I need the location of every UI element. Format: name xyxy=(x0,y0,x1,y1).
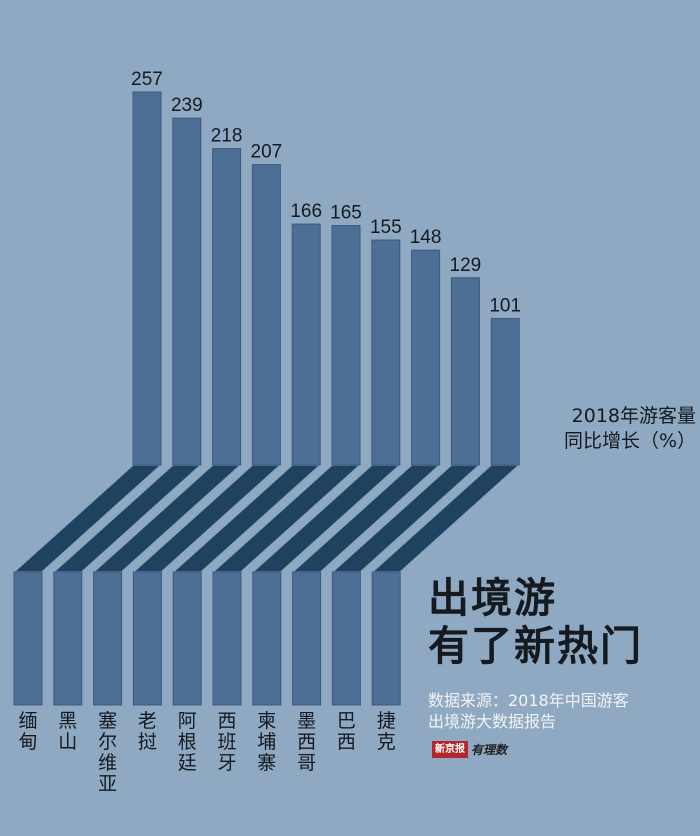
value-label: 165 xyxy=(330,203,362,224)
data-source: 数据来源：2018年中国游客 出境游大数据报告 xyxy=(428,690,698,732)
country-label: 塞尔维亚 xyxy=(98,710,117,795)
country-label: 捷克 xyxy=(377,710,396,753)
chart-title: 出境游 有了新热门 xyxy=(428,574,698,670)
country-label: 西班牙 xyxy=(217,711,236,774)
country-column xyxy=(292,571,322,706)
source-line-2: 出境游大数据报告 xyxy=(428,712,557,731)
bar xyxy=(411,249,441,466)
value-label: 218 xyxy=(211,126,243,147)
bar xyxy=(172,117,202,466)
value-label: 239 xyxy=(171,95,203,116)
country-column xyxy=(53,571,83,706)
y-axis-label-line-2: 同比增长（%） xyxy=(563,430,696,452)
value-labels: 257 239 218 207 166 165 155 148 129 101 xyxy=(131,69,521,316)
bar xyxy=(490,317,520,466)
bar xyxy=(450,277,480,466)
bar xyxy=(132,91,162,466)
country-label: 墨西哥 xyxy=(297,711,316,774)
country-column xyxy=(172,571,202,706)
bar xyxy=(251,164,281,466)
value-label: 207 xyxy=(251,142,283,163)
connector-strips xyxy=(12,464,522,573)
bar xyxy=(331,225,361,466)
title-line-1: 出境游 xyxy=(428,574,557,622)
bar xyxy=(212,148,242,466)
bar xyxy=(291,223,321,466)
value-label: 129 xyxy=(450,255,482,276)
country-label: 柬埔寨 xyxy=(257,710,276,774)
country-label: 巴西 xyxy=(337,711,356,753)
country-column xyxy=(331,571,361,706)
country-column xyxy=(13,571,43,706)
growth-bars xyxy=(132,91,520,466)
country-label: 阿根廷 xyxy=(178,710,197,774)
title-line-2: 有了新热门 xyxy=(428,622,643,670)
country-label: 黑山 xyxy=(58,711,77,753)
country-column xyxy=(252,571,282,706)
value-label: 257 xyxy=(131,69,163,90)
logo-script: 有理数 xyxy=(471,742,508,757)
value-label: 155 xyxy=(370,217,402,238)
y-axis-label-line-1: 2018年游客量 xyxy=(571,405,696,427)
country-label: 老挝 xyxy=(138,710,157,753)
country-label: 缅甸 xyxy=(18,710,37,753)
value-label: 148 xyxy=(410,227,442,248)
publisher-logo: 新京报 有理数 xyxy=(432,740,507,758)
value-label: 166 xyxy=(290,201,322,222)
country-column xyxy=(212,571,242,706)
logo-box: 新京报 xyxy=(432,740,468,758)
y-axis-label: 2018年游客量 同比增长（%） xyxy=(486,404,696,454)
source-line-1: 数据来源：2018年中国游客 xyxy=(428,691,629,710)
country-column xyxy=(371,571,401,706)
bar xyxy=(371,239,401,466)
country-column xyxy=(93,571,123,706)
country-column xyxy=(132,571,162,706)
country-columns xyxy=(13,571,401,706)
value-label: 101 xyxy=(489,295,521,316)
